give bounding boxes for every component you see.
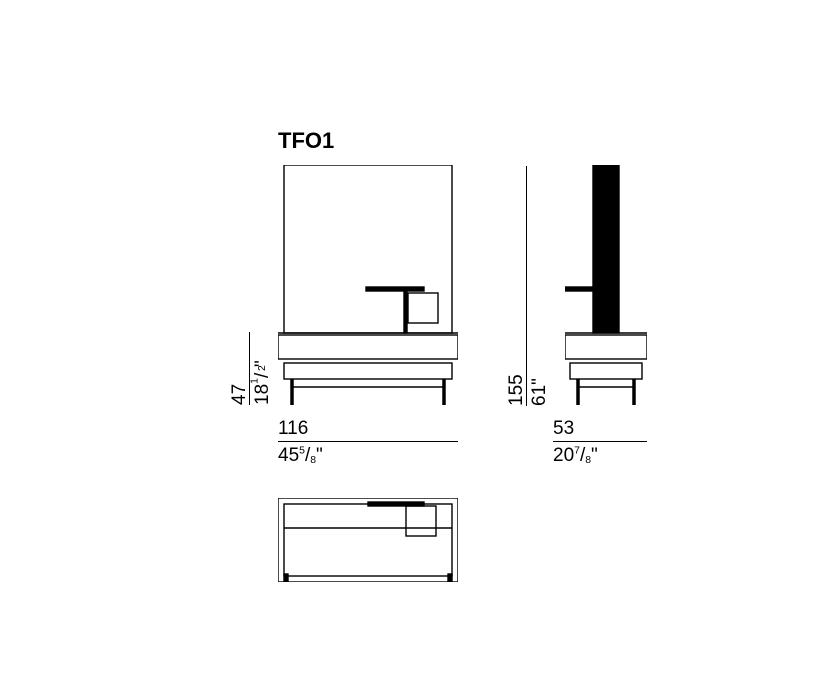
model-code: TFO1 (278, 128, 334, 154)
dim-depth-cm: 53 (553, 418, 574, 440)
dim-seat-height-in-den: 2 (257, 365, 268, 371)
side-elevation (565, 165, 647, 405)
dim-total-height-cm: 155 (506, 166, 528, 406)
front-elevation (278, 165, 458, 405)
dim-seat-height-in-num: 1 (250, 378, 261, 384)
dim-width-in: 455/8" (278, 445, 323, 467)
dim-depth-in-den: 8 (585, 455, 591, 466)
dim-seat-height-rule (249, 332, 250, 405)
dim-depth-in-whole: 20 (553, 445, 574, 466)
dim-width-rule (278, 441, 458, 442)
top-plan (278, 498, 458, 582)
dim-depth-rule (553, 441, 647, 442)
dim-width-in-num: 5 (299, 446, 305, 457)
dim-depth-in-num: 7 (574, 446, 580, 457)
dim-total-height-in-whole: 61 (529, 385, 550, 406)
diagram-canvas: TFO1 47 181/2" (0, 0, 840, 679)
dim-seat-height-cm: 47 (229, 332, 251, 405)
dim-width-in-den: 8 (310, 455, 316, 466)
dim-total-height-in: 61" (529, 166, 551, 406)
dim-depth-in: 207/8" (553, 445, 598, 467)
dim-total-height-rule (526, 166, 527, 406)
dim-width-cm: 116 (278, 418, 308, 440)
dim-seat-height-in-whole: 18 (252, 384, 273, 405)
dim-width-in-whole: 45 (278, 445, 299, 466)
dim-seat-height-in: 181/2" (252, 332, 274, 405)
